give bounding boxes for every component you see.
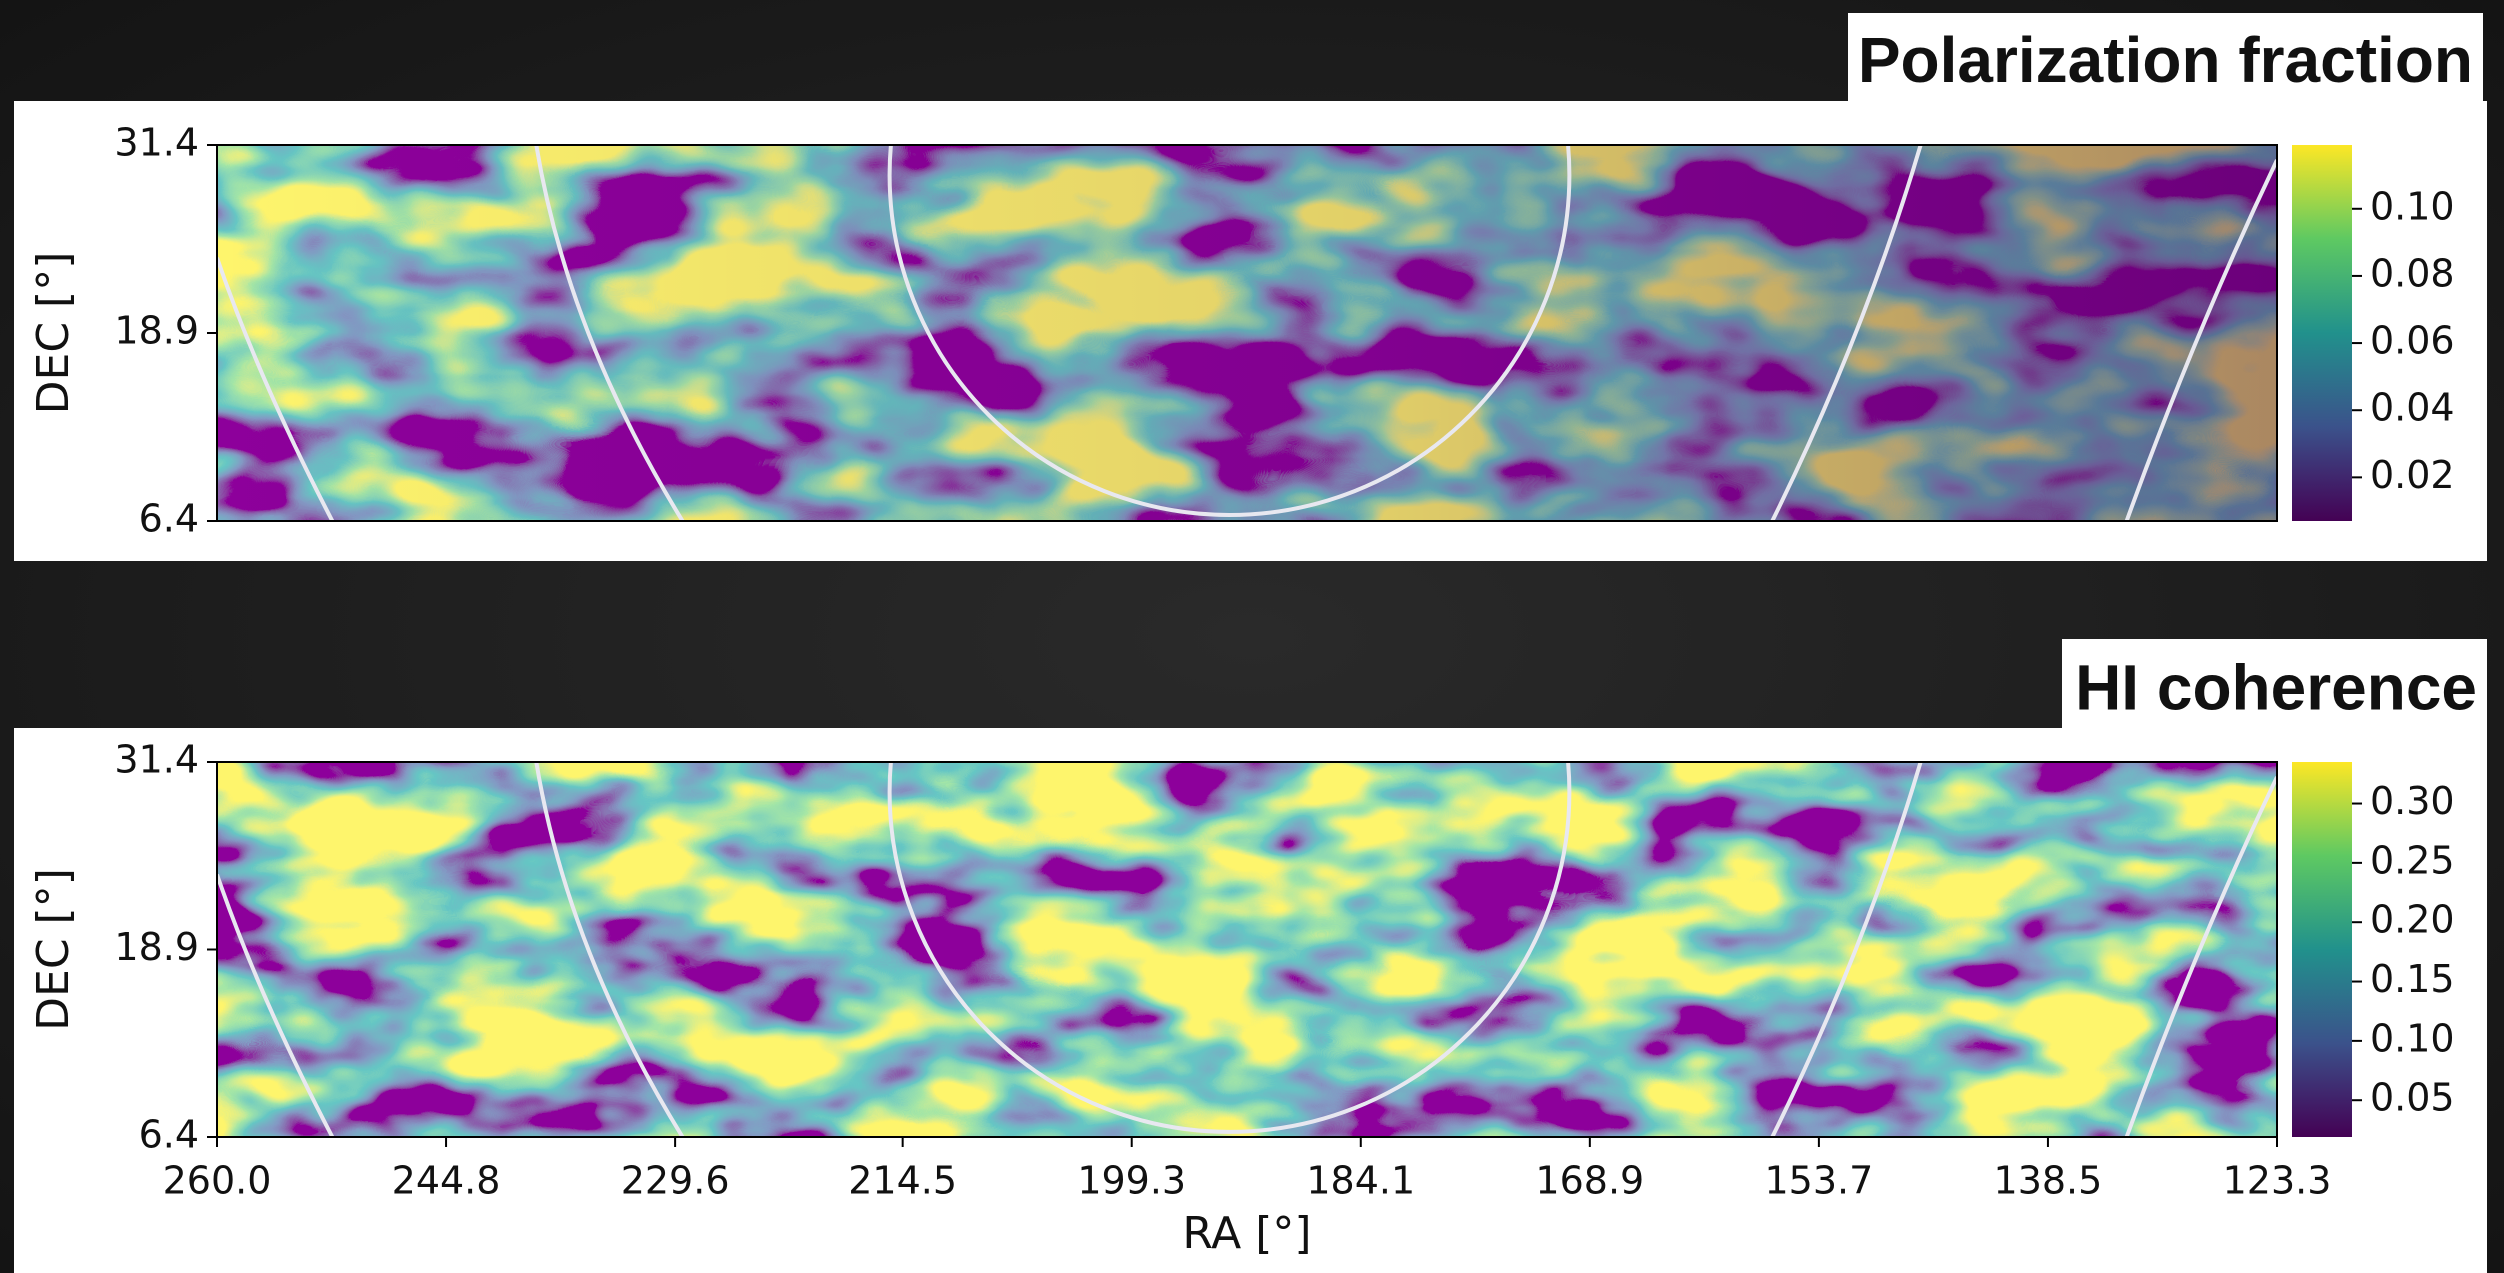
overlay-arc xyxy=(1770,145,1923,521)
colorbar xyxy=(2292,145,2352,521)
y-tick-label: 6.4 xyxy=(139,1113,199,1157)
x-tick-label: 244.8 xyxy=(392,1159,501,1203)
colorbar xyxy=(2292,762,2352,1137)
heatmap-shade xyxy=(217,145,2277,521)
x-axis-label: RA [°] xyxy=(1182,1208,1311,1259)
overlay-circle xyxy=(887,762,1572,1134)
x-tick-label: 214.5 xyxy=(848,1159,957,1203)
colorbar-tick-label: 0.25 xyxy=(2370,838,2455,882)
colorbar-tick-label: 0.04 xyxy=(2370,386,2455,430)
colorbar-tick-label: 0.10 xyxy=(2370,184,2455,228)
overlay-arc xyxy=(534,145,685,521)
colorbar-tick-label: 0.10 xyxy=(2370,1016,2455,1060)
overlay-circle xyxy=(887,145,1572,517)
title-box xyxy=(2062,639,2487,738)
x-tick-label: 229.6 xyxy=(621,1159,730,1203)
x-tick-label: 199.3 xyxy=(1077,1159,1186,1203)
colorbar-tick-label: 0.15 xyxy=(2370,957,2455,1001)
colorbar-tick-label: 0.08 xyxy=(2370,251,2455,295)
overlay-arc xyxy=(534,762,685,1137)
heatmap-field xyxy=(217,762,2277,1137)
colorbar-tick-label: 0.30 xyxy=(2370,779,2455,823)
panel-title: Polarization fraction xyxy=(1858,24,2473,96)
x-tick-label: 123.3 xyxy=(2223,1159,2332,1203)
y-tick-label: 6.4 xyxy=(139,497,199,541)
colorbar-tick-label: 0.06 xyxy=(2370,319,2455,363)
overlay-curves xyxy=(217,762,2277,1137)
overlay-curves xyxy=(217,145,2277,521)
y-tick-label: 31.4 xyxy=(114,738,199,782)
x-tick-label: 153.7 xyxy=(1764,1159,1873,1203)
title-box xyxy=(1848,13,2483,109)
x-tick-label: 138.5 xyxy=(1994,1159,2103,1203)
y-axis-label: DEC [°] xyxy=(28,868,79,1031)
colorbar-tick-label: 0.20 xyxy=(2370,898,2455,942)
overlay-arc xyxy=(217,257,335,521)
x-tick-label: 184.1 xyxy=(1306,1159,1415,1203)
overlay-arc xyxy=(217,873,335,1137)
overlay-arc xyxy=(1770,762,1923,1137)
overlay-arc xyxy=(2124,776,2277,1137)
y-tick-label: 31.4 xyxy=(114,121,199,165)
y-tick-label: 18.9 xyxy=(114,925,199,969)
overlay-arc xyxy=(2124,159,2277,521)
y-axis-label: DEC [°] xyxy=(28,252,79,415)
panel-title: HI coherence xyxy=(2075,651,2477,723)
y-tick-label: 18.9 xyxy=(114,309,199,353)
colorbar-tick-label: 0.05 xyxy=(2370,1076,2455,1120)
x-tick-label: 168.9 xyxy=(1535,1159,1644,1203)
colorbar-tick-label: 0.02 xyxy=(2370,453,2455,497)
x-tick-label: 260.0 xyxy=(163,1159,272,1203)
